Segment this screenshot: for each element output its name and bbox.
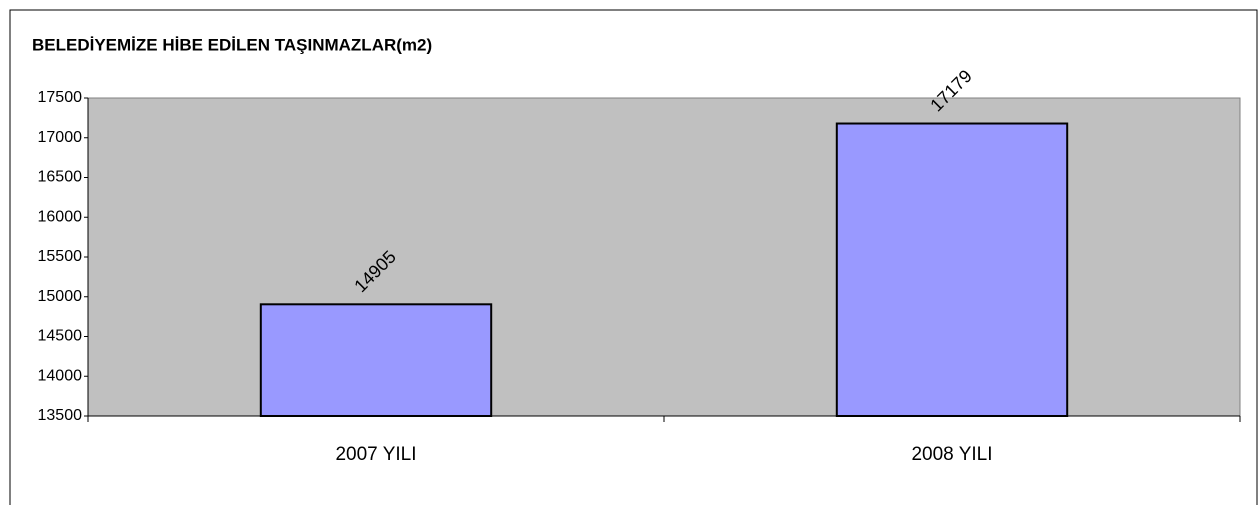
y-tick-label: 16500 — [38, 169, 83, 186]
x-tick-label: 2007 YILI — [335, 444, 416, 465]
bar — [259, 303, 493, 417]
x-tick-label: 2008 YILI — [911, 444, 992, 465]
y-tick-label: 16000 — [38, 208, 83, 225]
y-tick-label: 15500 — [38, 248, 83, 265]
y-tick-label: 15000 — [38, 288, 83, 305]
bar — [835, 122, 1069, 417]
y-tick-label: 17500 — [38, 89, 83, 106]
chart-title: BELEDİYEMİZE HİBE EDİLEN TAŞINMAZLAR(m2) — [32, 35, 432, 54]
y-tick-label: 13500 — [38, 407, 83, 424]
y-tick-label: 14500 — [38, 328, 83, 345]
y-tick-label: 17000 — [38, 129, 83, 146]
y-tick-label: 14000 — [38, 367, 83, 384]
